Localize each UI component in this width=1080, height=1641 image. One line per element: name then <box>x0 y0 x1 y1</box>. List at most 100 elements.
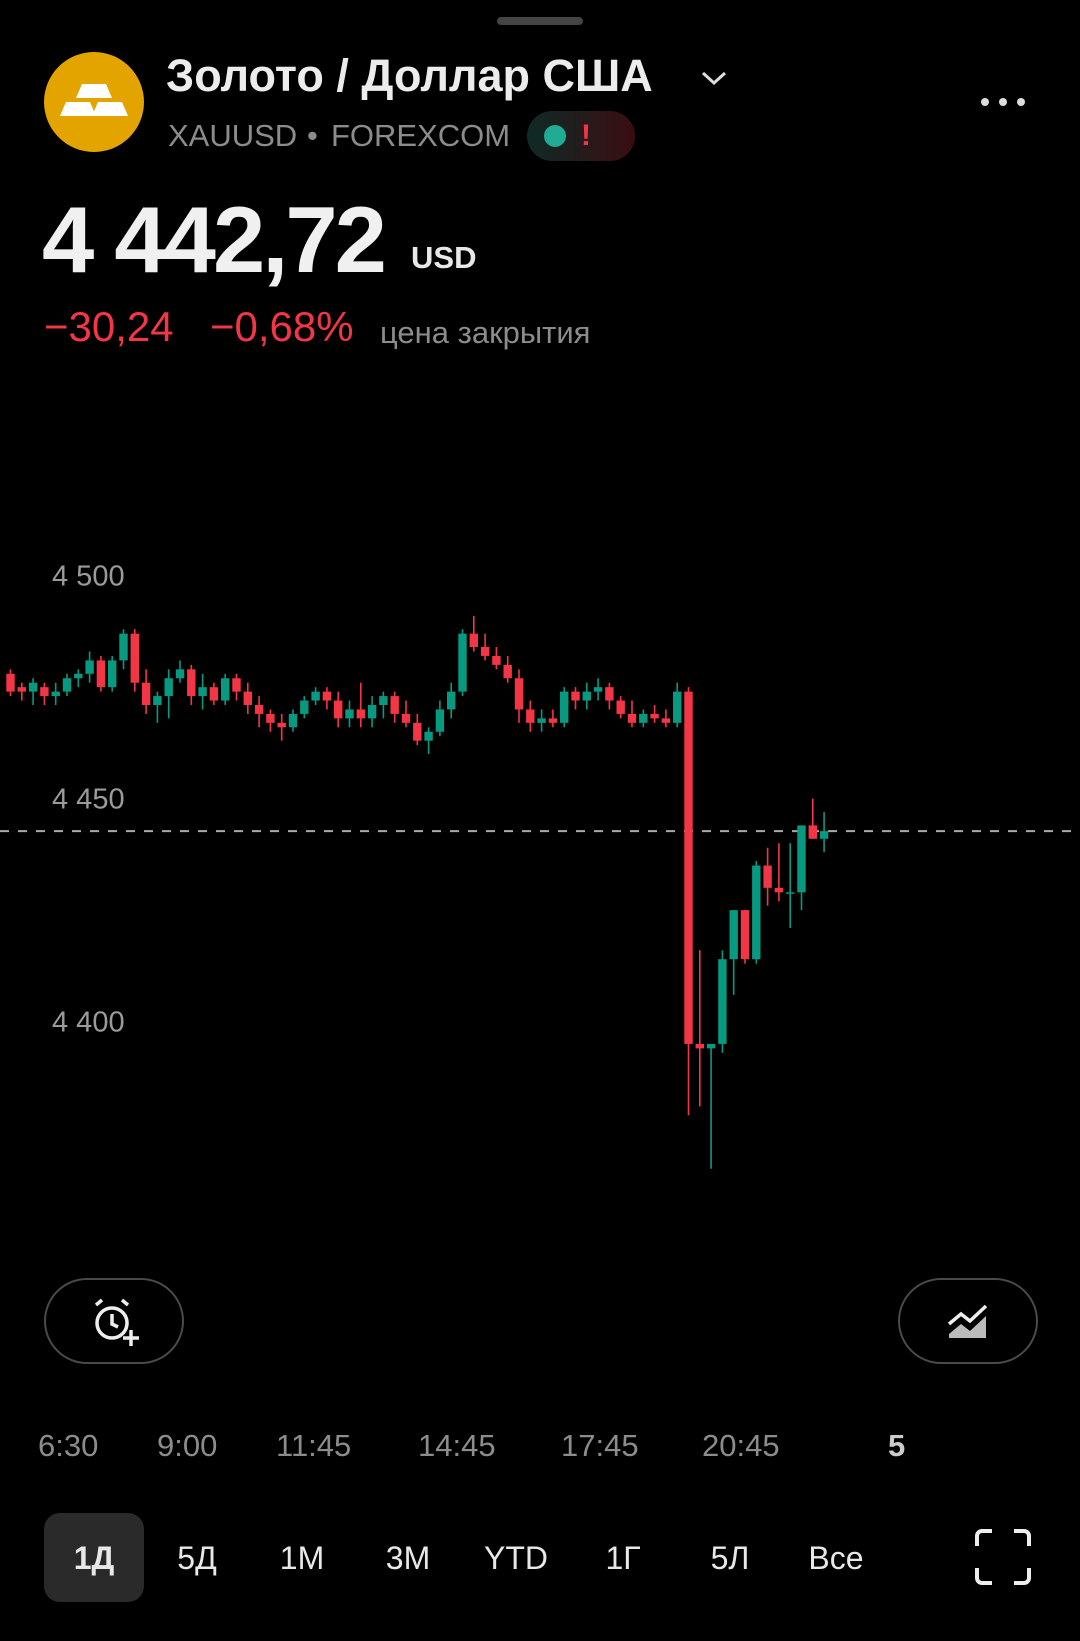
price: 4 442,72 <box>42 187 387 292</box>
candle-body <box>40 687 49 697</box>
candle-body <box>300 700 309 714</box>
candle-body <box>367 705 377 719</box>
candle-body <box>209 687 219 701</box>
range-button[interactable]: 5Л <box>710 1540 750 1576</box>
candle-body <box>819 831 829 839</box>
candle-body <box>695 1043 704 1049</box>
candle-body <box>164 678 173 697</box>
candle-body <box>752 865 761 960</box>
candle-body <box>6 673 15 692</box>
separator: • <box>307 118 318 153</box>
candle-body <box>526 709 535 723</box>
candle-body <box>627 713 637 723</box>
x-tick-label: 11:45 <box>276 1428 352 1463</box>
candle-body <box>639 713 648 723</box>
alert-icon <box>94 1298 139 1346</box>
change-percent: −0,68% <box>210 303 354 350</box>
candle-body <box>85 660 94 674</box>
candle-body <box>593 687 603 692</box>
candle-body <box>537 718 546 723</box>
candle-body <box>673 691 682 723</box>
range-button[interactable]: Все <box>808 1540 864 1576</box>
more-menu[interactable] <box>980 92 1026 112</box>
candle-body <box>356 709 365 719</box>
candle-body <box>661 718 671 723</box>
candle-body <box>718 959 727 1044</box>
logo <box>44 52 144 152</box>
candle-body <box>266 713 275 723</box>
range-button[interactable]: 1Г <box>605 1540 641 1576</box>
candle-body <box>492 655 501 665</box>
candle-body <box>322 691 332 701</box>
candle-body <box>684 691 693 1044</box>
candle-body <box>311 691 320 701</box>
exchange: FOREXCOM <box>331 118 511 153</box>
x-tick-label: 9:00 <box>157 1428 218 1463</box>
candle-body <box>560 691 569 723</box>
candle-body <box>413 722 422 741</box>
x-tick-label: 17:45 <box>561 1428 639 1463</box>
x-tick-label: 20:45 <box>702 1428 780 1463</box>
candle-body <box>232 678 241 692</box>
candle-body <box>401 713 411 723</box>
candle-body <box>119 633 128 661</box>
candle-body <box>458 633 467 692</box>
candle-body <box>277 722 286 728</box>
candle-body <box>379 696 388 705</box>
candle-body <box>221 678 230 701</box>
candle-body <box>175 669 185 679</box>
candle-body <box>447 691 456 710</box>
candle-body <box>108 660 117 688</box>
symbol: XAUUSD <box>168 118 298 153</box>
range-button[interactable]: 1М <box>279 1540 325 1576</box>
candle-body <box>153 696 162 705</box>
chart-type-button[interactable] <box>898 1278 1038 1364</box>
range-button[interactable]: 3М <box>385 1540 431 1576</box>
chart-type-icon <box>947 1304 988 1338</box>
chevron[interactable] <box>700 68 730 88</box>
currency: USD <box>411 240 477 275</box>
candle-body <box>243 691 252 705</box>
candle-body <box>62 678 72 692</box>
candle-body <box>650 713 659 719</box>
candle-body <box>96 660 106 688</box>
y-tick-label: 4 450 <box>52 784 125 816</box>
candle-body <box>480 647 490 656</box>
x-tick-label: 5 <box>888 1428 906 1463</box>
candle-body <box>28 682 38 692</box>
selected-range-bg <box>44 1513 144 1602</box>
candle-body <box>187 669 196 697</box>
candlestick-chart[interactable]: 4 400 4 450 4 500 <box>0 540 1080 1200</box>
candle-body <box>390 696 399 714</box>
candle-body <box>582 691 591 701</box>
candle-body <box>763 865 772 888</box>
market-status[interactable]: ! <box>527 111 635 161</box>
candle-body <box>288 713 298 728</box>
candle-body <box>729 910 738 960</box>
title[interactable]: Золото / Доллар США <box>166 50 653 101</box>
range-button[interactable]: 1Д <box>73 1540 115 1576</box>
candle-body <box>548 718 558 723</box>
candle-body <box>469 633 478 648</box>
candle-body <box>130 633 139 683</box>
candle-body <box>198 687 207 697</box>
candle-body <box>774 887 784 893</box>
range-button[interactable]: 5Д <box>177 1540 217 1576</box>
add-alert-button[interactable] <box>44 1278 184 1364</box>
candle-body <box>424 731 433 741</box>
candle-body <box>706 1043 716 1049</box>
candle-body <box>740 910 750 960</box>
candle-body <box>435 709 445 732</box>
candle-body <box>797 825 806 893</box>
candle-body <box>74 673 83 679</box>
x-tick-label: 14:45 <box>418 1428 496 1463</box>
y-tick-label: 4 500 <box>52 561 125 593</box>
drag-handle[interactable] <box>497 17 583 25</box>
y-tick-label: 4 400 <box>52 1007 125 1039</box>
range-button[interactable]: YTD <box>484 1540 548 1576</box>
candle-body <box>345 709 354 719</box>
candle-body <box>616 700 625 714</box>
candle-body <box>334 700 343 719</box>
fullscreen-button[interactable] <box>974 1528 1032 1586</box>
